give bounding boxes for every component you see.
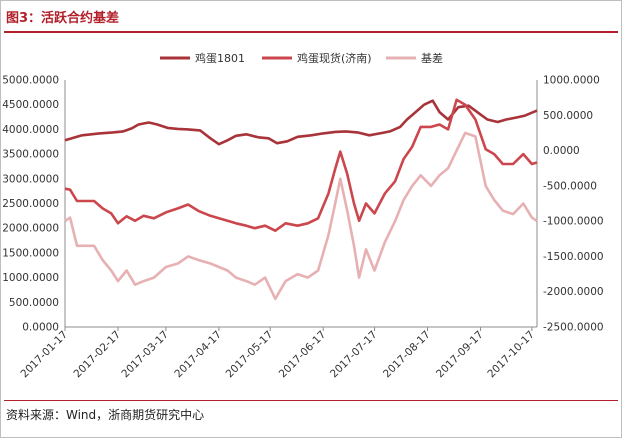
left-tick-label: 2500.0000 xyxy=(2,198,59,210)
source-divider xyxy=(4,400,618,401)
x-tick-label: 2017-06-17 xyxy=(277,329,329,381)
left-tick-label: 4000.0000 xyxy=(2,124,59,136)
legend-label-2: 基差 xyxy=(421,51,443,65)
right-tick-label: -1500.0000 xyxy=(543,251,604,263)
left-tick-label: 0.0000 xyxy=(22,322,59,334)
legend-label-0: 鸡蛋1801 xyxy=(195,51,245,65)
series-line-2 xyxy=(64,131,538,301)
right-tick-label: 500.0000 xyxy=(543,110,593,122)
series-line-0 xyxy=(64,99,538,146)
right-tick-label: 1000.0000 xyxy=(543,75,600,87)
x-tick-label: 2017-01-17 xyxy=(18,329,70,381)
left-tick-label: 3000.0000 xyxy=(2,173,59,185)
x-tick-label: 2017-09-17 xyxy=(434,329,486,381)
x-tick-label: 2017-07-17 xyxy=(328,329,380,381)
right-tick-label: -500.0000 xyxy=(543,180,597,192)
legend-label-1: 鸡蛋现货(济南) xyxy=(297,51,372,65)
left-tick-label: 4500.0000 xyxy=(2,99,59,111)
x-tick-label: 2017-03-17 xyxy=(119,329,171,381)
right-axis-ticks: -2500.0000 -2000.0000 -1500.0000 -1000.0000… xyxy=(543,75,604,334)
source-note: 资料来源：Wind，浙商期货研究中心 xyxy=(6,408,205,422)
right-tick-label: -2500.0000 xyxy=(543,322,604,334)
chart-legend: 鸡蛋1801 鸡蛋现货(济南) 基差 xyxy=(160,51,443,65)
x-tick-label: 2017-04-17 xyxy=(172,329,224,381)
right-tick-label: 0.0000 xyxy=(543,145,580,157)
x-tick-label: 2017-08-17 xyxy=(381,329,433,381)
left-tick-label: 500.0000 xyxy=(9,297,59,309)
right-tick-label: -1000.0000 xyxy=(543,216,604,228)
left-tick-label: 3500.0000 xyxy=(2,149,59,161)
left-tick-label: 5000.0000 xyxy=(2,75,59,87)
basis-line-chart: 鸡蛋1801 鸡蛋现货(济南) 基差 0.0000 500.0000 1000.0000… xyxy=(2,51,604,380)
chart-axes xyxy=(64,80,538,328)
title-divider xyxy=(4,31,618,33)
left-axis-ticks: 0.0000 500.0000 1000.0000 1500.0000 2000.000… xyxy=(2,75,59,334)
left-tick-label: 1500.0000 xyxy=(2,247,59,259)
figure-title: 图3：活跃合约基差 xyxy=(6,11,120,26)
left-tick-label: 2000.0000 xyxy=(2,223,59,235)
left-tick-label: 1000.0000 xyxy=(2,272,59,284)
x-tick-label: 2017-05-17 xyxy=(224,329,276,381)
right-tick-label: -2000.0000 xyxy=(543,286,604,298)
x-tick-label: 2017-10-17 xyxy=(485,329,537,381)
chart-series xyxy=(64,98,538,301)
series-line-1 xyxy=(64,98,538,232)
x-tick-label: 2017-02-17 xyxy=(71,329,123,381)
